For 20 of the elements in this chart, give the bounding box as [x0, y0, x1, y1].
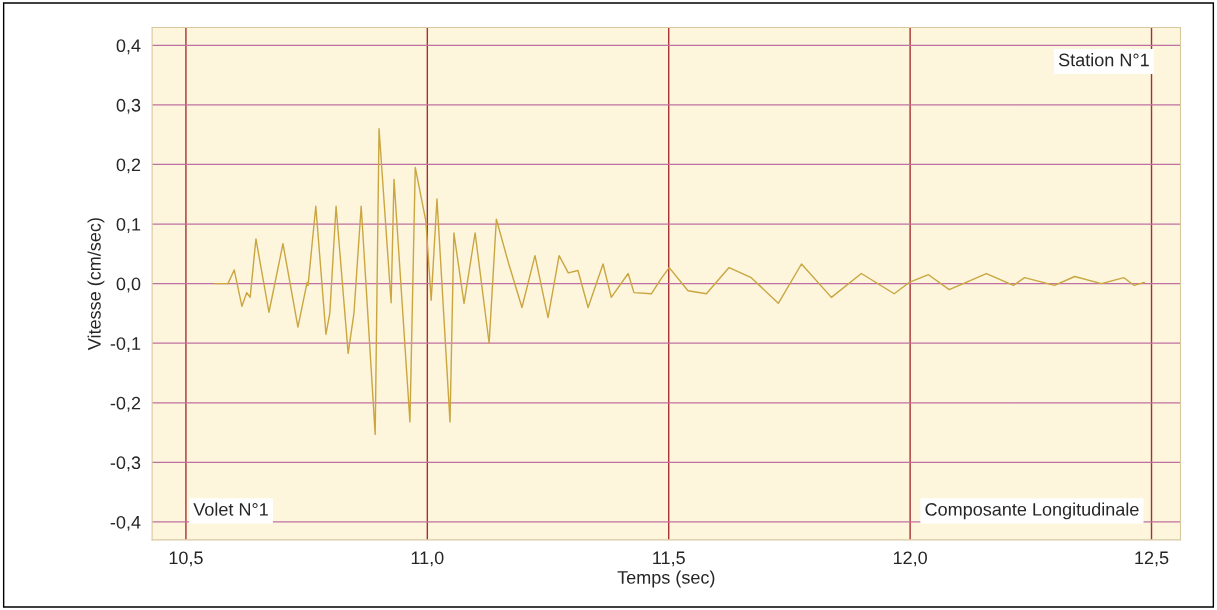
y-axis-title: Vitesse (cm/sec)	[87, 218, 105, 351]
y-tick-label: -0,1	[110, 337, 141, 353]
y-tick-label: -0,2	[110, 396, 141, 412]
annotation: Composante Longitudinale	[925, 502, 1139, 520]
y-tick-label: 0,4	[116, 39, 141, 55]
x-axis-title: Temps (sec)	[617, 570, 715, 588]
y-tick-label: 0,3	[116, 98, 141, 114]
x-tick-label: 10,5	[169, 551, 203, 567]
y-tick-label: 0,1	[116, 218, 141, 233]
y-tick-label: 0,2	[116, 158, 141, 174]
y-tick-label: 0,0	[116, 277, 141, 293]
line-series	[214, 128, 1145, 436]
y-tick-label: -0,3	[110, 456, 141, 472]
x-tick-label: 11,0	[411, 551, 444, 567]
x-tick-label: 12,5	[1135, 551, 1169, 567]
annotation: Volet N°1	[193, 502, 268, 516]
annotation: Station N°1	[1058, 53, 1149, 67]
y-tick-label: -0,4	[110, 515, 141, 531]
x-tick-label: 11,5	[653, 551, 685, 567]
x-tick-label: 12,0	[893, 551, 927, 567]
